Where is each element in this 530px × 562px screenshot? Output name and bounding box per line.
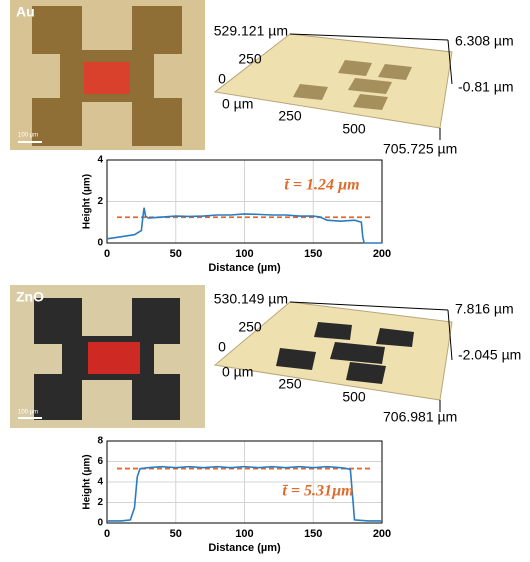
x-axis-label: Distance (µm) bbox=[208, 262, 281, 274]
annotation: t̄ = 1.24 µm bbox=[284, 177, 359, 194]
micrograph-zno bbox=[10, 285, 205, 428]
surface-axis-label: 705.725 µm bbox=[383, 141, 457, 157]
surface-axis-label: 530.149 µm bbox=[214, 291, 288, 307]
surface-axis-label: 0 µm bbox=[222, 96, 253, 112]
micrograph-au bbox=[10, 0, 205, 150]
x-tick-label: 50 bbox=[170, 248, 182, 260]
x-tick-label: 150 bbox=[304, 528, 322, 540]
surface-axis-label: 250 bbox=[278, 376, 302, 392]
y-tick-label: 6 bbox=[97, 456, 103, 467]
surface-axis-label: 529.121 µm bbox=[214, 23, 288, 39]
y-tick-label: 0 bbox=[97, 238, 103, 249]
surface-axis-label: 706.981 µm bbox=[383, 409, 457, 425]
surface-plot-au bbox=[213, 33, 453, 140]
y-axis-label: Height (µm) bbox=[82, 174, 93, 229]
surface-axis-label: 7.816 µm bbox=[455, 301, 514, 317]
scale-bar-label: 100 µm bbox=[18, 133, 38, 139]
surface-axis-label: 250 bbox=[278, 108, 302, 124]
surface-axis-label: 250 bbox=[238, 319, 262, 335]
surface-axis-label: 250 bbox=[238, 51, 262, 67]
surface-axis-label: 0 µm bbox=[222, 364, 253, 380]
surface-axis-label: -0.81 µm bbox=[458, 79, 514, 95]
plot-frame bbox=[106, 440, 383, 524]
plot-frame bbox=[106, 159, 383, 244]
annotation: t̄ = 5.31µm bbox=[282, 483, 353, 500]
y-tick-label: 8 bbox=[97, 436, 103, 447]
y-axis-label: Height (µm) bbox=[82, 454, 93, 509]
x-tick-label: 200 bbox=[373, 528, 391, 540]
surface-axis-label: 6.308 µm bbox=[455, 33, 514, 49]
x-tick-label: 0 bbox=[104, 248, 110, 260]
surface-axis-label: 500 bbox=[342, 389, 366, 405]
y-tick-label: 2 bbox=[97, 497, 103, 508]
y-tick-label: 0 bbox=[97, 518, 103, 529]
scale-bar-label: 100 µm bbox=[18, 410, 38, 416]
x-tick-label: 150 bbox=[304, 248, 322, 260]
surface-axis-label: -2.045 µm bbox=[458, 347, 521, 363]
y-tick-label: 2 bbox=[97, 196, 103, 207]
x-tick-label: 200 bbox=[373, 248, 391, 260]
x-tick-label: 100 bbox=[235, 248, 253, 260]
x-tick-label: 0 bbox=[104, 528, 110, 540]
surface-axis-label: 0 bbox=[218, 339, 226, 355]
micrograph-label: ZnO bbox=[16, 289, 44, 305]
x-tick-label: 100 bbox=[235, 528, 253, 540]
x-tick-label: 50 bbox=[170, 528, 182, 540]
surface-axis-label: 0 bbox=[218, 71, 226, 87]
profile-line bbox=[106, 207, 382, 244]
y-tick-label: 4 bbox=[97, 155, 103, 166]
surface-plot-zno bbox=[213, 301, 453, 412]
x-axis-label: Distance (µm) bbox=[208, 542, 281, 554]
micrograph-label: Au bbox=[16, 4, 35, 20]
surface-axis-label: 500 bbox=[342, 121, 366, 137]
y-tick-label: 4 bbox=[97, 477, 103, 488]
profile-line bbox=[107, 465, 382, 522]
